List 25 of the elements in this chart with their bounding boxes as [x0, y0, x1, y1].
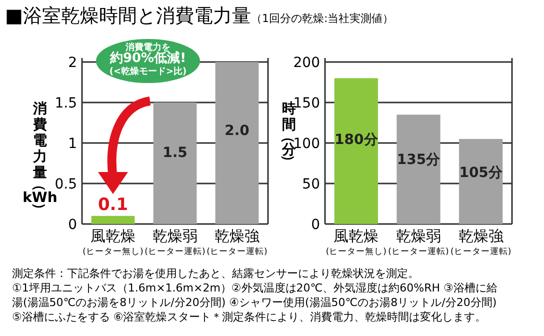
bar: [459, 138, 503, 224]
data-label: 135分: [396, 152, 442, 168]
bar: [215, 62, 259, 224]
y-tick-label: 0: [68, 216, 77, 233]
annotation: (<乾燥モード>比): [109, 66, 187, 77]
bar: [334, 78, 378, 224]
y-tick-label: 2: [68, 54, 77, 71]
data-label: 0.1: [98, 194, 128, 215]
data-label: 1.5: [162, 145, 188, 162]
y-tick-label: 0.5: [54, 176, 77, 192]
text: （1回分の乾燥:当社実測値）: [250, 12, 394, 25]
y-tick-label: 50: [302, 176, 320, 192]
annotation: 消費電力を約90%低減!: [108, 42, 186, 66]
text: 測定条件：下記条件でお湯を使用したあと、結露センサーにより乾燥状況を測定。: [12, 267, 419, 280]
y-tick-label: 0: [311, 216, 320, 233]
data-label: 180分: [334, 132, 379, 148]
data-label: 2.0: [224, 122, 250, 139]
bar: [91, 216, 135, 224]
y-tick-label: 200: [293, 54, 320, 71]
bar: [396, 114, 440, 224]
y-tick-label: 1.5: [54, 95, 77, 112]
data-label: 105分: [459, 165, 504, 182]
text: ①1坪用ユニットバス（1.6m×1.6m×2m）②外気温度は20℃、外気湿度は約60%RH ③浴槽に給湯(湯温50℃のお湯を8リットル/分20分間) ④シャワー使用(湯温50℃のお湯8リットル/分20分間)⑤浴槽にふたをする ⑥浴室乾燥スタート＊測定条件により、消費電力、乾燥時間は変化します。: [12, 282, 498, 324]
y-tick-label: 1: [68, 136, 77, 152]
bar: [153, 102, 197, 224]
